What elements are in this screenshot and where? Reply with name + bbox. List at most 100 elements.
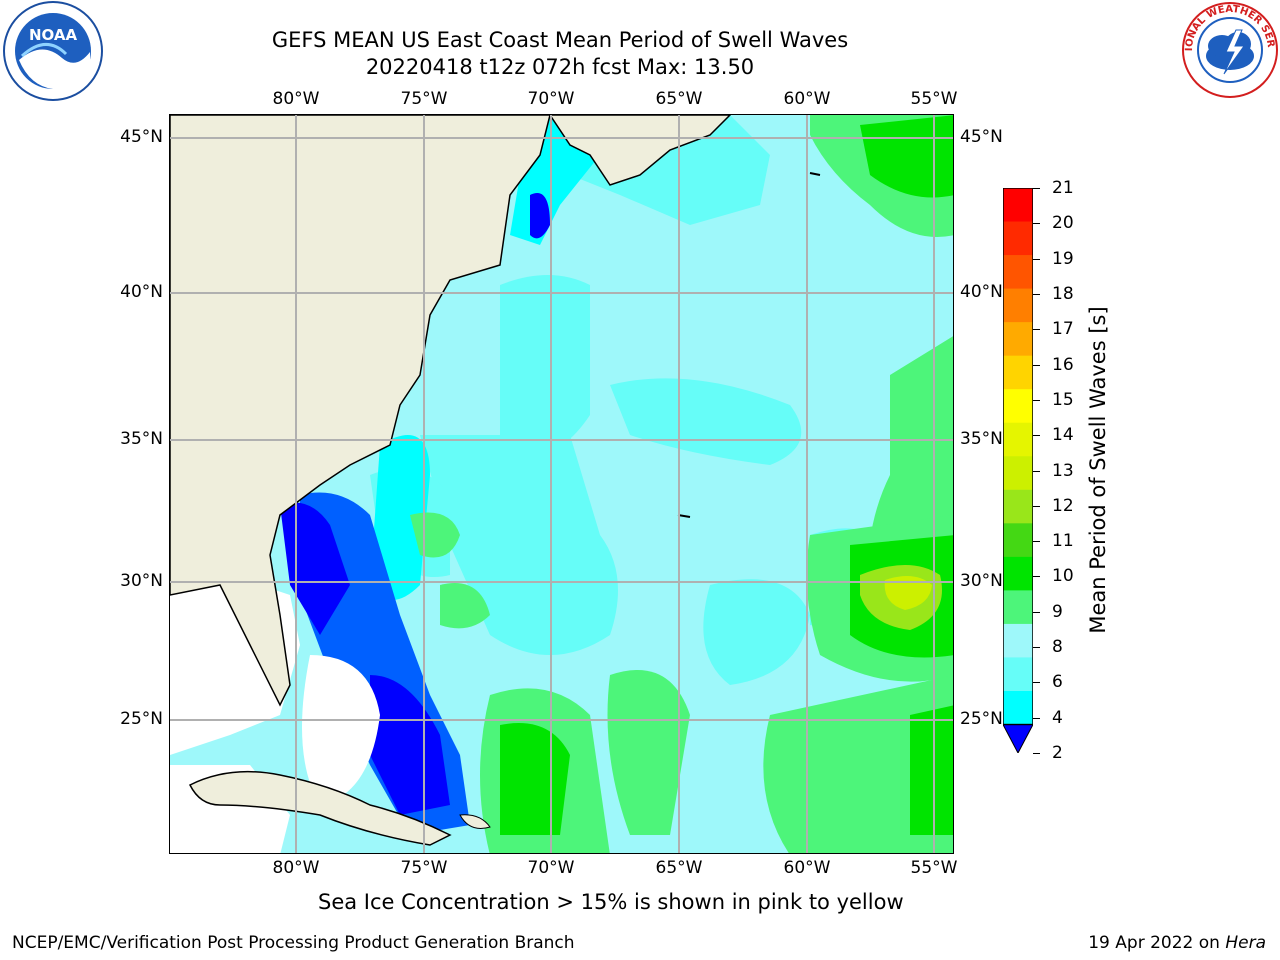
nodata-region bbox=[302, 655, 380, 805]
colorbar-tick-label: 10 bbox=[1052, 566, 1074, 587]
maritimes-land bbox=[549, 115, 732, 186]
colorbar-tick-label: 9 bbox=[1052, 601, 1063, 622]
colorbar-tick-mark bbox=[1033, 753, 1040, 754]
colorbar-tick-mark bbox=[1033, 364, 1040, 366]
lat-label-left-30n: 30°N bbox=[120, 571, 163, 591]
contour-2s-patch bbox=[530, 193, 550, 239]
colorbar-tick-label: 17 bbox=[1052, 319, 1074, 340]
colorbar-band bbox=[1003, 255, 1033, 290]
colorbar-tick-label: 21 bbox=[1052, 178, 1074, 198]
colorbar-band bbox=[1003, 188, 1033, 223]
swell-period-field bbox=[170, 115, 953, 853]
contour-13s-patch bbox=[884, 576, 932, 610]
colorbar-band bbox=[1003, 590, 1033, 625]
colorbar-tick-label: 15 bbox=[1052, 389, 1074, 410]
colorbar-tick-label: 4 bbox=[1052, 707, 1063, 728]
colorbar-tick-label: 18 bbox=[1052, 283, 1074, 304]
colorbar-band bbox=[1003, 523, 1033, 558]
colorbar-band bbox=[1003, 489, 1033, 524]
contour-6s-patch bbox=[370, 435, 430, 600]
colorbar-tick-label: 6 bbox=[1052, 672, 1063, 693]
colorbar-label: Mean Period of Swell Waves [s] bbox=[1086, 306, 1110, 634]
colorbar-tick-mark bbox=[1033, 682, 1040, 684]
colorbar-band bbox=[1003, 690, 1033, 725]
contour-8s-patch bbox=[610, 378, 802, 465]
contour-9s-patch bbox=[607, 670, 690, 835]
colorbar-band bbox=[1003, 623, 1033, 658]
colorbar-tick-label: 2 bbox=[1052, 743, 1063, 763]
colorbar-tick-label: 19 bbox=[1052, 248, 1074, 269]
colorbar-tick-mark bbox=[1033, 329, 1040, 331]
colorbar-band bbox=[1003, 288, 1033, 323]
contour-9s-patch bbox=[440, 583, 490, 629]
colorbar-tick-mark bbox=[1033, 223, 1040, 225]
contour-8s-patch bbox=[420, 435, 618, 655]
lon-label-top-75w: 75°W bbox=[400, 89, 448, 109]
lon-label-top-65w: 65°W bbox=[655, 89, 703, 109]
contour-8s-patch bbox=[500, 275, 590, 455]
lat-label-left-35n: 35°N bbox=[120, 429, 163, 449]
lat-label-left-45n: 45°N bbox=[120, 127, 163, 147]
colorbar-tick-mark bbox=[1033, 293, 1040, 295]
lon-label-top-70w: 70°W bbox=[527, 89, 575, 109]
noaa-logo-icon: NOAA bbox=[3, 1, 103, 101]
colorbar-tick-mark bbox=[1033, 258, 1040, 260]
colorbar-tick-mark bbox=[1033, 647, 1040, 649]
lat-label-right-25n: 25°N bbox=[960, 709, 1003, 729]
sable-island bbox=[809, 172, 821, 176]
colorbar-band bbox=[1003, 221, 1033, 256]
colorbar-tick-mark bbox=[1033, 470, 1040, 472]
lon-label-top-80w: 80°W bbox=[272, 89, 320, 109]
colorbar-tick-label: 13 bbox=[1052, 460, 1074, 481]
colorbar-tick-mark bbox=[1033, 188, 1040, 189]
us-east-coast-land bbox=[170, 115, 551, 707]
colorbar-band bbox=[1003, 657, 1033, 692]
colorbar-tick-mark bbox=[1033, 435, 1040, 437]
colorbar-extend-arrow bbox=[1003, 724, 1033, 753]
colorbar-tick-mark bbox=[1033, 541, 1040, 543]
island bbox=[459, 814, 491, 829]
map-subtitle: 20220418 t12z 072h fcst Max: 13.50 bbox=[365, 55, 755, 79]
colorbar-band bbox=[1003, 389, 1033, 424]
colorbar-frame bbox=[1003, 188, 1033, 726]
map-panel bbox=[169, 114, 954, 854]
colorbar bbox=[1003, 188, 1033, 753]
lon-label-bottom-75w: 75°W bbox=[400, 858, 448, 878]
lat-label-left-40n: 40°N bbox=[120, 282, 163, 302]
footer-date: 19 Apr 2022 on Hera bbox=[1088, 933, 1266, 953]
colorbar-tick-mark bbox=[1033, 505, 1040, 507]
colorbar-band bbox=[1003, 322, 1033, 357]
nws-logo-icon: NATIONAL WEATHER SERVICE bbox=[1180, 0, 1278, 98]
colorbar-tick-label: 12 bbox=[1052, 495, 1074, 516]
lon-label-bottom-60w: 60°W bbox=[783, 858, 831, 878]
lon-label-bottom-65w: 65°W bbox=[655, 858, 703, 878]
contour-10s-patch bbox=[500, 723, 570, 835]
footer-date-text: 19 Apr 2022 on bbox=[1088, 933, 1226, 953]
contour-10s-patch bbox=[860, 115, 953, 198]
colorbar-band bbox=[1003, 456, 1033, 491]
lon-label-top-60w: 60°W bbox=[783, 89, 831, 109]
lat-label-right-45n: 45°N bbox=[960, 127, 1003, 147]
colorbar-tick-mark bbox=[1033, 611, 1040, 613]
colorbar-band bbox=[1003, 422, 1033, 457]
colorbar-tick-label: 20 bbox=[1052, 213, 1074, 234]
colorbar-band bbox=[1003, 556, 1033, 591]
lat-label-right-40n: 40°N bbox=[960, 282, 1003, 302]
colorbar-tick-label: 8 bbox=[1052, 637, 1063, 658]
colorbar-tick-label: 11 bbox=[1052, 531, 1074, 552]
colorbar-tick-label: 16 bbox=[1052, 354, 1074, 375]
colorbar-tick-mark bbox=[1033, 717, 1040, 719]
lon-label-bottom-70w: 70°W bbox=[527, 858, 575, 878]
contour-2s-patch bbox=[280, 502, 350, 635]
contour-8s-patch bbox=[703, 579, 810, 685]
cuba-land bbox=[188, 770, 452, 846]
colorbar-tick-label: 14 bbox=[1052, 425, 1074, 446]
colorbar-tick-mark bbox=[1033, 399, 1040, 401]
contour-2s-patch bbox=[370, 675, 450, 815]
lat-label-right-30n: 30°N bbox=[960, 571, 1003, 591]
lon-label-bottom-55w: 55°W bbox=[910, 858, 958, 878]
lat-label-left-25n: 25°N bbox=[120, 709, 163, 729]
map-title: GEFS MEAN US East Coast Mean Period of S… bbox=[271, 28, 849, 52]
colorbar-tick-mark bbox=[1033, 576, 1040, 578]
lon-label-top-55w: 55°W bbox=[910, 89, 958, 109]
